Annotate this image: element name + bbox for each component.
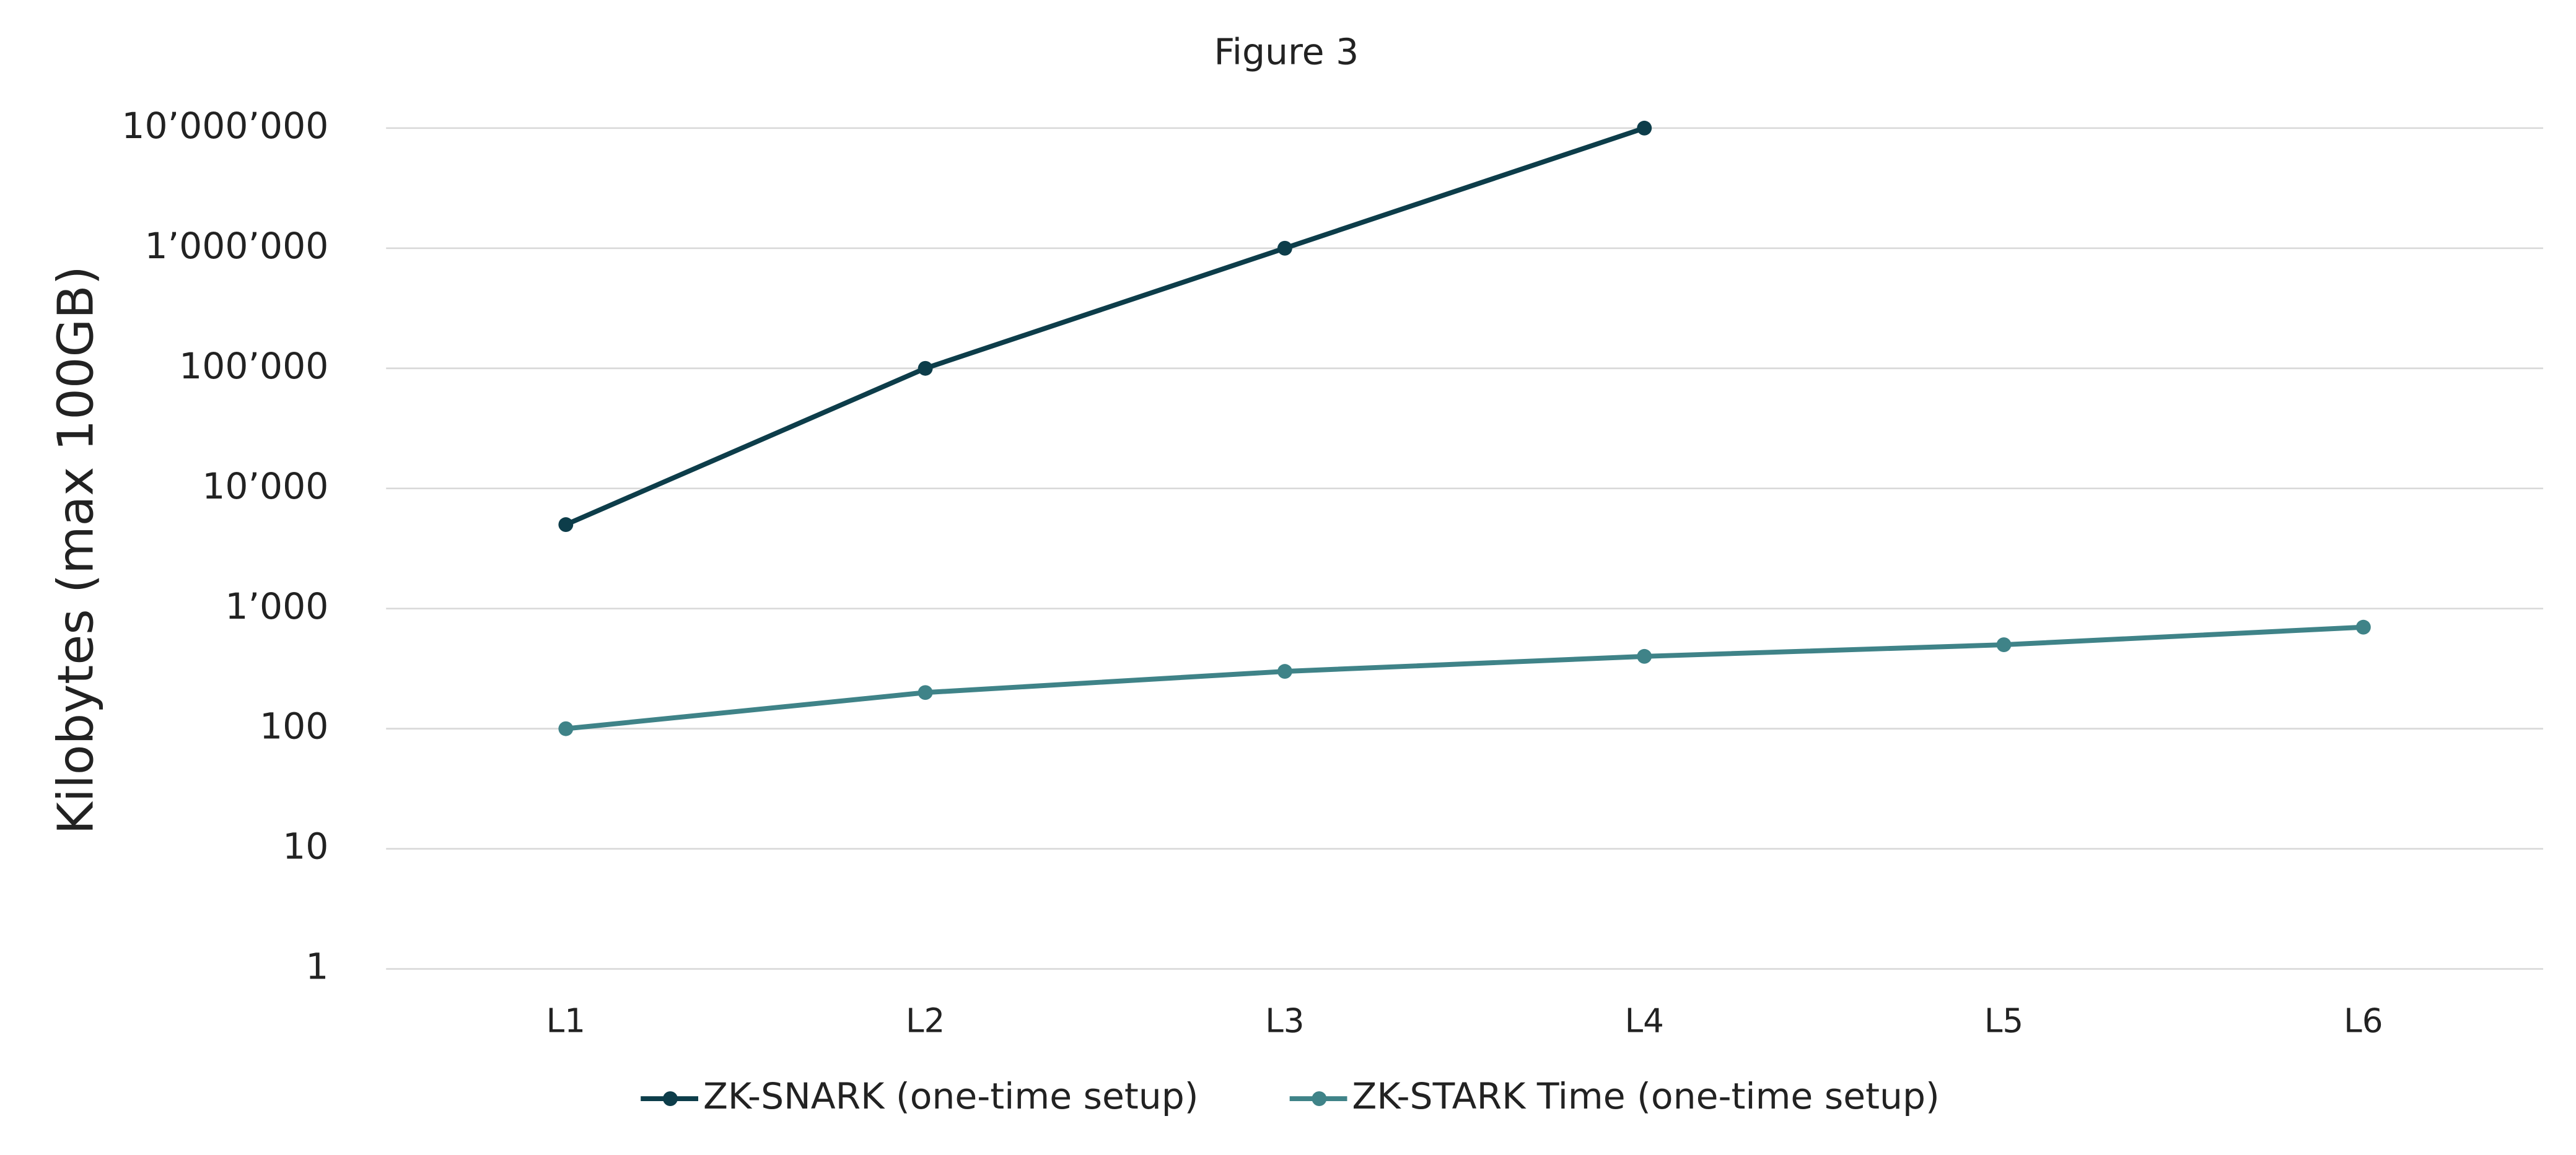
data-point bbox=[558, 721, 574, 736]
data-point bbox=[1637, 120, 1652, 136]
x-tick-label: L4 bbox=[1625, 1002, 1664, 1040]
data-point bbox=[1996, 637, 2012, 652]
y-tick-label: 10’000 bbox=[202, 465, 328, 507]
y-tick-label: 100’000 bbox=[179, 345, 328, 387]
x-tick-label: L5 bbox=[1984, 1002, 2023, 1040]
data-point bbox=[1277, 664, 1292, 679]
legend-marker bbox=[1312, 1091, 1327, 1106]
data-point bbox=[918, 685, 933, 700]
data-point bbox=[1637, 648, 1652, 664]
series-line bbox=[565, 624, 2364, 731]
data-point bbox=[558, 517, 574, 533]
data-point bbox=[1277, 240, 1292, 256]
x-tick-label: L1 bbox=[546, 1002, 585, 1040]
y-tick-label: 1 bbox=[305, 946, 328, 988]
y-tick-label: 100 bbox=[260, 705, 328, 747]
y-tick-label: 1’000’000 bbox=[144, 225, 328, 267]
x-tick-label: L2 bbox=[906, 1002, 945, 1040]
y-tick-label: 10’000’000 bbox=[121, 105, 328, 147]
data-point bbox=[2355, 619, 2371, 635]
y-axis-label: Kilobytes (max 100GB) bbox=[46, 266, 104, 834]
chart-title: Figure 3 bbox=[1214, 31, 1359, 73]
data-point bbox=[918, 360, 933, 376]
x-tick-label: L3 bbox=[1265, 1002, 1304, 1040]
y-tick-label: 10 bbox=[283, 826, 328, 868]
legend-label: ZK-STARK Time (one-time setup) bbox=[1352, 1075, 1939, 1117]
y-tick-label: 1’000 bbox=[225, 585, 328, 627]
x-tick-label: L6 bbox=[2344, 1002, 2383, 1040]
legend-label: ZK-SNARK (one-time setup) bbox=[703, 1075, 1199, 1117]
legend-marker bbox=[662, 1091, 678, 1106]
series-line bbox=[564, 126, 1645, 527]
